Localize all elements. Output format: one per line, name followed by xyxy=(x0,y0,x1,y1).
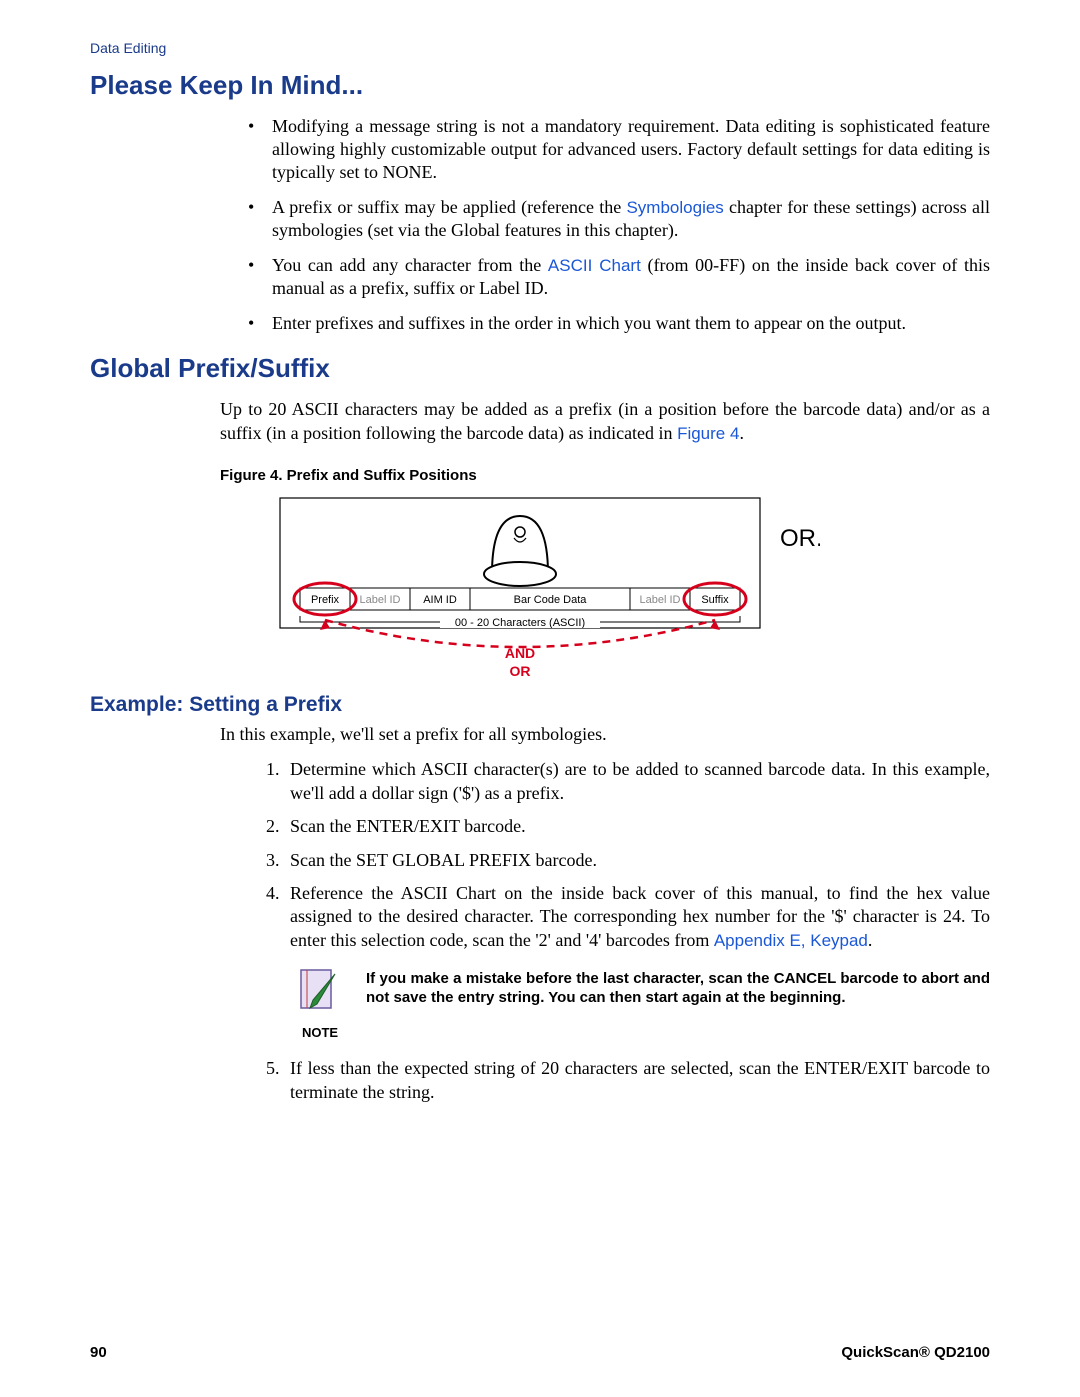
text: You can add any character from the xyxy=(272,255,548,275)
svg-text:AIM ID: AIM ID xyxy=(423,594,457,606)
heading-global-prefix-suffix: Global Prefix/Suffix xyxy=(90,353,990,384)
svg-text:Label ID: Label ID xyxy=(640,594,681,606)
keep-in-mind-block: Modifying a message string is not a mand… xyxy=(220,115,990,335)
note-icon xyxy=(295,964,345,1014)
link-ascii-chart[interactable]: ASCII Chart xyxy=(548,256,641,275)
link-appendix-e[interactable]: Appendix E, Keypad xyxy=(714,931,868,950)
figure-caption: Figure 4. Prefix and Suffix Positions xyxy=(220,467,990,484)
gp-body: Up to 20 ASCII characters may be added a… xyxy=(220,398,990,445)
page-number: 90 xyxy=(90,1344,107,1361)
figure-svg: OR... Prefix Label ID AIM ID Bar Code Data La… xyxy=(220,488,820,688)
step-item: Determine which ASCII character(s) are t… xyxy=(284,758,990,805)
bullet-item: Modifying a message string is not a mand… xyxy=(248,115,990,184)
heading-keep-in-mind: Please Keep In Mind... xyxy=(90,70,990,101)
note-block: NOTE If you make a mistake before the la… xyxy=(290,964,990,1041)
steps-list: Determine which ASCII character(s) are t… xyxy=(220,758,990,1104)
figure4: Figure 4. Prefix and Suffix Positions OR… xyxy=(220,467,990,693)
link-symbologies[interactable]: Symbologies xyxy=(626,198,723,217)
step-item: Reference the ASCII Chart on the inside … xyxy=(284,882,990,1041)
svg-text:OR...: OR... xyxy=(780,525,820,552)
footer: 90 QuickScan® QD2100 xyxy=(90,1344,990,1361)
example-intro: In this example, we'll set a prefix for … xyxy=(220,723,990,746)
text: . xyxy=(739,423,744,443)
svg-text:AND: AND xyxy=(505,645,535,661)
step-item: Scan the SET GLOBAL PREFIX barcode. xyxy=(284,849,990,872)
svg-text:OR: OR xyxy=(510,663,531,679)
text: Reference the ASCII Chart on the inside … xyxy=(290,883,990,950)
text: A prefix or suffix may be applied (refer… xyxy=(272,197,626,217)
bullet-item: A prefix or suffix may be applied (refer… xyxy=(248,196,990,242)
step-item: If less than the expected string of 20 c… xyxy=(284,1057,990,1104)
svg-text:Prefix: Prefix xyxy=(311,594,340,606)
note-label: NOTE xyxy=(290,1025,350,1042)
bullet-item: Enter prefixes and suffixes in the order… xyxy=(248,312,990,335)
gp-paragraph: Up to 20 ASCII characters may be added a… xyxy=(220,398,990,445)
step-item: Scan the ENTER/EXIT barcode. xyxy=(284,815,990,838)
example-block: In this example, we'll set a prefix for … xyxy=(220,723,990,1104)
svg-text:Suffix: Suffix xyxy=(701,594,729,606)
product-name: QuickScan® QD2100 xyxy=(841,1344,990,1361)
svg-text:Label ID: Label ID xyxy=(360,594,401,606)
svg-text:Bar Code Data: Bar Code Data xyxy=(514,594,588,606)
page: Data Editing Please Keep In Mind... Modi… xyxy=(0,0,1080,1397)
text: Up to 20 ASCII characters may be added a… xyxy=(220,399,990,442)
heading-example-prefix: Example: Setting a Prefix xyxy=(90,693,990,717)
text: . xyxy=(868,930,873,950)
bullet-item: You can add any character from the ASCII… xyxy=(248,254,990,300)
note-text: If you make a mistake before the last ch… xyxy=(366,964,990,1008)
link-figure4[interactable]: Figure 4 xyxy=(677,424,739,443)
note-icon-col: NOTE xyxy=(290,964,350,1041)
svg-text:00 - 20 Characters (ASCII): 00 - 20 Characters (ASCII) xyxy=(455,617,585,629)
header-section: Data Editing xyxy=(90,40,990,56)
bullet-list: Modifying a message string is not a mand… xyxy=(220,115,990,335)
